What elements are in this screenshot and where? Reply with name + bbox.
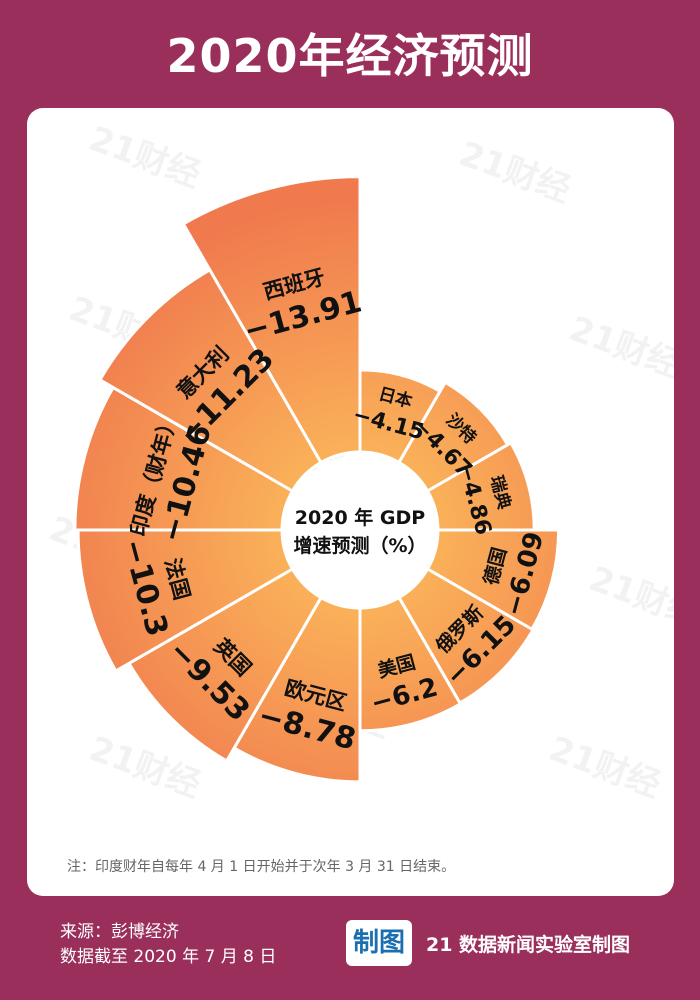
watermark-text: 21财经 [454, 134, 576, 211]
watermark-text: 21财经 [564, 309, 674, 386]
segment-8 [126, 566, 324, 764]
polar-area-chart: 21财经21财经21财经21财经21财经21财经21财经21财经21财经21财经… [44, 119, 674, 806]
segment-3 [425, 440, 536, 532]
segment-2 [396, 380, 510, 494]
watermark-text: 21财经 [584, 559, 674, 636]
watermark-text: 21财经 [544, 729, 666, 806]
segment-9 [76, 528, 295, 674]
segments-layer [73, 175, 561, 784]
segment-12 [181, 175, 362, 465]
segment-5 [396, 566, 536, 706]
segment-4 [425, 528, 561, 632]
segment-11 [97, 267, 324, 494]
chart-card: 21财经21财经21财经21财经21财经21财经21财经21财经21财经21财经… [27, 108, 674, 896]
watermark-text: 21财经 [84, 729, 206, 806]
segment-7 [232, 595, 362, 784]
center-hole [285, 455, 435, 605]
segment-label-6: 美国−6.2 [368, 650, 441, 719]
segment-10 [73, 385, 295, 532]
center-label-line2: 增速预测（%） [293, 534, 426, 557]
footer-info: 来源：彭博经济 数据截至 2020 年 7 月 8 日 [60, 920, 276, 970]
watermark-text: 21财经 [84, 119, 206, 196]
source-text: 来源：彭博经济 [60, 922, 179, 942]
page-title: 2020年经济预测 [166, 29, 534, 83]
brand-text: 21 数据新闻实验室制图 [426, 934, 631, 956]
center-label-line1: 2020 年 GDP [295, 506, 425, 529]
footnote: 注：印度财年自每年 4 月 1 日开始并于次年 3 月 31 日结束。 [67, 859, 456, 875]
brand-logo: 制图 [346, 920, 412, 966]
segment-6 [358, 595, 463, 733]
data-date-text: 数据截至 2020 年 7 月 8 日 [60, 947, 277, 967]
